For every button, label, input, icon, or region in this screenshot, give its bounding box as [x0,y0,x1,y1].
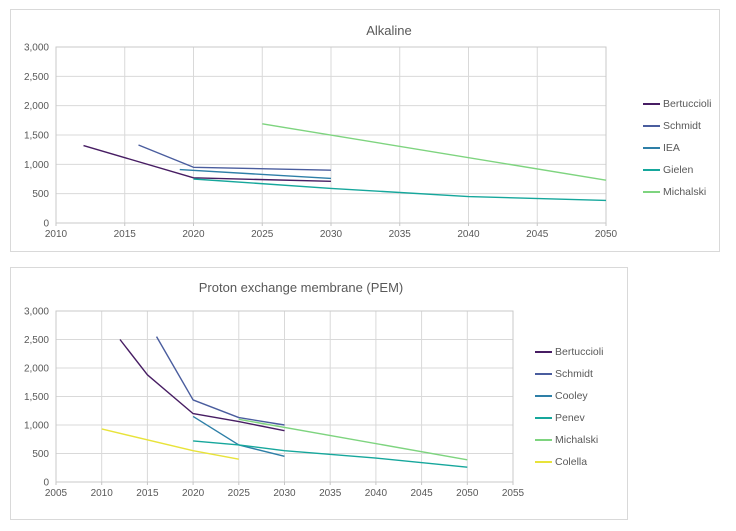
legend-swatch [535,417,552,419]
legend-swatch [643,103,660,105]
x-tick-label: 2030 [273,488,296,499]
legend-label: Bertuccioli [663,98,712,110]
y-tick-label: 1,000 [24,160,49,171]
series-line-michalski [262,123,607,181]
y-tick-label: 500 [32,449,49,460]
x-tick-label: 2035 [389,229,412,240]
x-tick-label: 2020 [182,488,205,499]
y-tick-label: 2,000 [24,101,49,112]
series-line-penev [193,440,468,468]
alkaline-plot: 2010 2015 2020 2025 2030 2035 2040 2045 2050 0 500… [24,43,618,241]
y-tick-label: 2,500 [24,72,49,83]
series-line-iea [179,168,332,180]
y-tick-label: 1,500 [24,131,49,142]
legend-label: Schmidt [663,120,701,132]
alkaline-legend: Bertuccioli Schmidt IEA Gielen Michalski [643,97,711,199]
x-tick-label: 2055 [502,488,525,499]
legend-item-schmidt: Schmidt [643,119,711,133]
x-tick-label: 2050 [456,488,479,499]
x-tick-label: 2030 [320,229,343,240]
legend-swatch [535,351,552,353]
legend-label: Bertuccioli [555,346,604,358]
y-tick-label: 500 [32,189,49,200]
x-tick-label: 2050 [595,229,618,240]
series-line-bertuccioli [119,339,285,432]
chart-title-alkaline: Alkaline [366,23,412,38]
x-tick-label: 2025 [251,229,274,240]
y-tick-label: 1,000 [24,421,49,432]
x-tick-label: 2010 [91,488,114,499]
legend-label: Michalski [663,186,707,198]
legend-swatch [535,439,552,441]
series-line-schmidt [138,144,332,171]
x-tick-label: 2035 [319,488,342,499]
legend-swatch [535,373,552,375]
legend-label: IEA [663,142,680,154]
x-tick-label: 2045 [410,488,433,499]
y-tick-label: 3,000 [24,307,49,318]
legend-item-iea: IEA [643,141,711,155]
y-tick-label: 2,000 [24,364,49,375]
legend-label: Penev [555,412,585,424]
legend-item-bertuccioli: Bertuccioli [535,345,603,359]
x-tick-label: 2040 [457,229,480,240]
legend-swatch [535,395,552,397]
legend-swatch [535,461,552,463]
series-line-schmidt [155,336,285,426]
y-tick-label: 3,000 [24,43,49,54]
legend-item-penev: Penev [535,411,603,425]
series-line-bertuccioli [83,144,332,183]
legend-label: Michalski [555,434,599,446]
pem-legend: Bertuccioli Schmidt Cooley Penev Michalski Co… [535,345,603,469]
legend-label: Schmidt [555,368,593,380]
x-tick-label: 2005 [45,488,68,499]
legend-swatch [643,191,660,193]
legend-item-colella: Colella [535,455,603,469]
legend-swatch [643,125,660,127]
legend-swatch [643,147,660,149]
x-tick-label: 2025 [228,488,251,499]
x-tick-label: 2020 [182,229,205,240]
chart-title-pem: Proton exchange membrane (PEM) [198,280,404,295]
x-tick-label: 2015 [136,488,159,499]
pem-plot: 2005 2010 2015 2020 2025 2030 2035 2040 2045 2050… [24,307,525,500]
y-tick-label: 2,500 [24,335,49,346]
legend-item-michalski: Michalski [643,185,711,199]
legend-item-michalski: Michalski [535,433,603,447]
legend-label: Cooley [555,390,588,402]
legend-item-cooley: Cooley [535,389,603,403]
y-tick-label: 0 [43,219,49,230]
series-line-michalski [238,418,468,461]
legend-label: Gielen [663,164,694,176]
series-line-colella [101,428,239,460]
legend-label: Colella [555,456,588,468]
y-tick-label: 1,500 [24,392,49,403]
x-tick-label: 2040 [365,488,388,499]
x-tick-label: 2010 [45,229,68,240]
chart-card-pem: 2005 2010 2015 2020 2025 2030 2035 2040 2045 2050… [10,267,628,520]
legend-item-schmidt: Schmidt [535,367,603,381]
x-tick-label: 2045 [526,229,549,240]
x-tick-label: 2015 [114,229,137,240]
legend-item-gielen: Gielen [643,163,711,177]
series-line-gielen [193,178,607,202]
chart-card-alkaline: 2010 2015 2020 2025 2030 2035 2040 2045 2050 0 500… [10,9,720,252]
legend-item-bertuccioli: Bertuccioli [643,97,711,111]
legend-swatch [643,169,660,171]
y-tick-label: 0 [43,478,49,489]
